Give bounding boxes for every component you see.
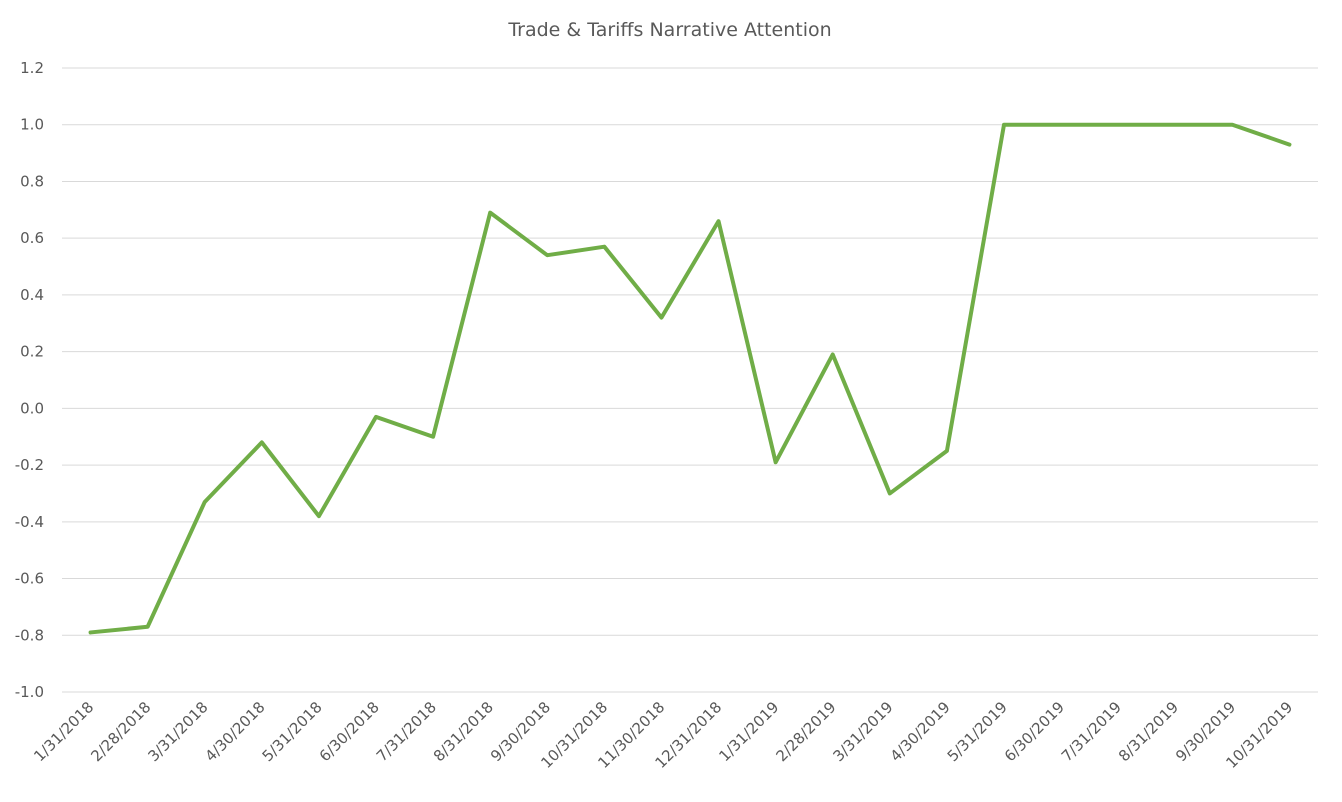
y-tick-label: -0.8 bbox=[15, 626, 44, 644]
y-tick-label: -0.6 bbox=[15, 570, 44, 588]
x-tick-label: 5/31/2019 bbox=[944, 698, 1011, 765]
y-tick-label: 0.6 bbox=[20, 229, 44, 247]
y-tick-label: -0.2 bbox=[15, 456, 44, 474]
y-tick-label: 1.2 bbox=[20, 59, 44, 77]
x-tick-label: 6/30/2019 bbox=[1001, 698, 1068, 765]
x-tick-label: 2/28/2018 bbox=[87, 698, 154, 765]
y-tick-label: 0.0 bbox=[20, 399, 44, 417]
x-tick-label: 1/31/2019 bbox=[715, 698, 782, 765]
y-tick-label: 0.8 bbox=[20, 172, 44, 190]
x-tick-label: 4/30/2018 bbox=[202, 698, 269, 765]
line bbox=[88, 122, 1292, 635]
x-tick-label: 3/31/2019 bbox=[830, 698, 897, 765]
x-tick-label: 8/31/2019 bbox=[1115, 698, 1182, 765]
x-tick-label: 8/31/2018 bbox=[430, 698, 497, 765]
x-tick-label: 6/30/2018 bbox=[316, 698, 383, 765]
y-tick-label: -0.4 bbox=[15, 513, 44, 531]
y-tick-label: 0.4 bbox=[20, 286, 44, 304]
x-tick-label: 1/31/2018 bbox=[30, 698, 97, 765]
x-tick-label: 3/31/2018 bbox=[144, 698, 211, 765]
x-tick-label: 5/31/2018 bbox=[259, 698, 326, 765]
y-tick-label: 1.0 bbox=[20, 116, 44, 134]
chart-title: Trade & Tariffs Narrative Attention bbox=[507, 19, 831, 41]
y-tick-label: -1.0 bbox=[15, 683, 44, 701]
x-tick-label: 7/31/2018 bbox=[373, 698, 440, 765]
x-tick-label: 4/30/2019 bbox=[887, 698, 954, 765]
x-tick-label: 7/31/2019 bbox=[1058, 698, 1125, 765]
x-tick-label: 2/28/2019 bbox=[772, 698, 839, 765]
y-tick-label: 0.2 bbox=[20, 343, 44, 361]
